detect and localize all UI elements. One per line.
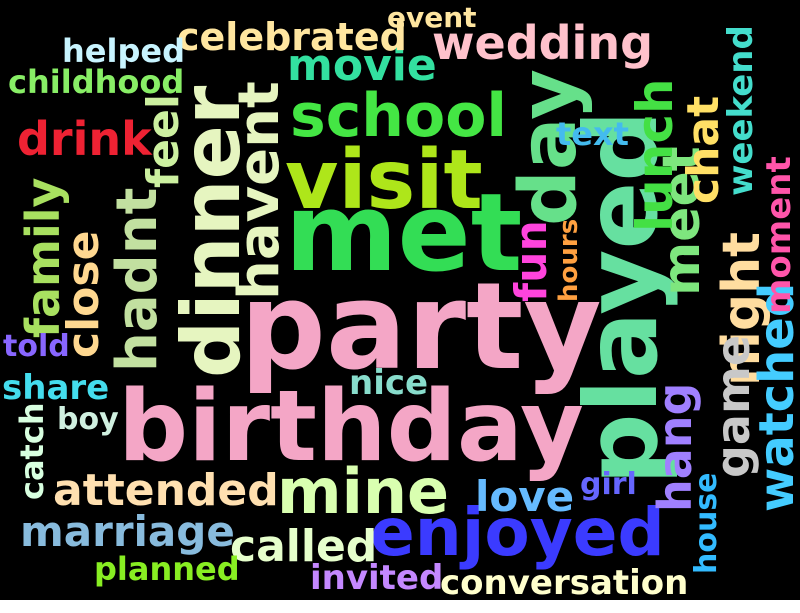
word-wedding: wedding (432, 16, 653, 70)
word-family: family (16, 177, 70, 338)
word-drink: drink (17, 112, 152, 166)
word-event: event (387, 1, 477, 34)
word-havent: havent (227, 81, 292, 300)
word-childhood: childhood (8, 63, 185, 101)
word-boy: boy (57, 402, 119, 437)
word-told: told (3, 329, 70, 364)
word-hadnt: hadnt (105, 187, 170, 372)
word-moment: moment (759, 156, 799, 314)
word-lunch: lunch (626, 78, 684, 232)
word-movie: movie (287, 40, 437, 91)
word-planned: planned (94, 550, 240, 588)
word-invited: invited (310, 558, 444, 598)
word-watched: watched (749, 282, 800, 512)
word-party: party (240, 258, 602, 397)
word-share: share (2, 368, 110, 408)
word-cloud: party birthday met visit played dinner d… (0, 0, 800, 600)
word-met: met (285, 171, 523, 296)
word-attended: attended (53, 465, 279, 516)
word-hours: hours (554, 218, 584, 302)
word-birthday: birthday (118, 370, 584, 484)
word-school: school (290, 81, 508, 151)
word-love: love (475, 472, 575, 521)
word-marriage: marriage (20, 507, 235, 556)
word-conversation: conversation (440, 563, 689, 600)
word-catch: catch (13, 402, 51, 500)
word-house: house (689, 472, 724, 574)
word-fun: fun (506, 220, 557, 302)
word-weekend: weekend (721, 25, 761, 196)
word-girl: girl (580, 467, 637, 502)
word-game: game (706, 334, 760, 478)
word-visit: visit (285, 133, 483, 228)
word-chat: chat (678, 95, 729, 204)
word-nice: nice (349, 363, 429, 403)
word-text: text (556, 115, 629, 153)
word-enjoyed: enjoyed (370, 494, 665, 571)
word-helped: helped (62, 32, 185, 70)
word-called: called (230, 521, 378, 572)
word-feel: feel (138, 94, 189, 188)
word-celebrated: celebrated (177, 15, 407, 59)
word-mine: mine (277, 455, 450, 528)
